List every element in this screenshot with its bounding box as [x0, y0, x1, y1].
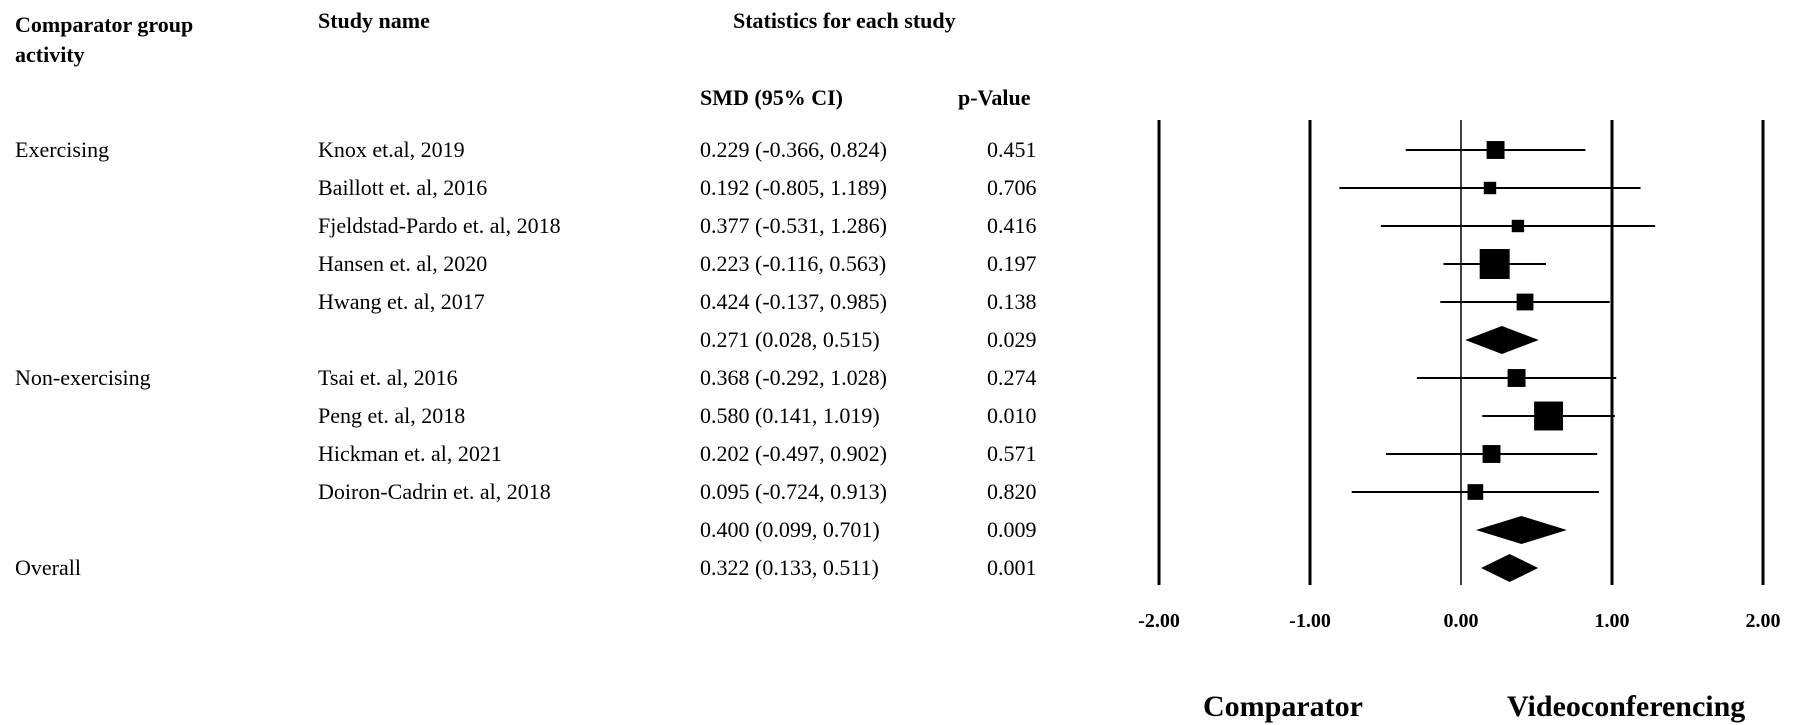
row-p: 0.416 — [987, 213, 1037, 238]
point-marker — [1507, 369, 1526, 387]
xlabel-right: Videoconferencing — [1507, 690, 1746, 723]
point-marker — [1511, 219, 1525, 233]
row-study: Hickman et. al, 2021 — [318, 441, 502, 466]
tick-label: -1.00 — [1289, 610, 1331, 632]
point-marker — [1483, 181, 1497, 195]
summary-diamond — [1481, 554, 1539, 582]
row-smd-ci: 0.377 (-0.531, 1.286) — [700, 213, 887, 238]
summary-diamond — [1465, 326, 1539, 354]
row-study: Hwang et. al, 2017 — [318, 289, 485, 314]
point-marker — [1534, 401, 1564, 431]
row-p: 0.029 — [987, 327, 1037, 352]
row-smd-ci: 0.322 (0.133, 0.511) — [700, 555, 879, 580]
row-p: 0.197 — [987, 251, 1037, 276]
header-group: Comparator group activity — [15, 12, 194, 67]
header-stats: Statistics for each study — [733, 8, 956, 33]
row-p: 0.009 — [987, 517, 1037, 542]
summary-diamond — [1475, 516, 1567, 544]
row-study: Knox et.al, 2019 — [318, 137, 465, 162]
row-p: 0.138 — [987, 289, 1037, 314]
row-p: 0.706 — [987, 175, 1037, 200]
row-smd-ci: 0.271 (0.028, 0.515) — [700, 327, 880, 352]
row-smd-ci: 0.095 (-0.724, 0.913) — [700, 479, 887, 504]
tick-label: 2.00 — [1746, 610, 1781, 632]
row-group: Exercising — [15, 137, 110, 162]
row-p: 0.451 — [987, 137, 1037, 162]
row-smd-ci: 0.580 (0.141, 1.019) — [700, 403, 880, 428]
row-smd-ci: 0.202 (-0.497, 0.902) — [700, 441, 887, 466]
point-marker — [1482, 445, 1501, 463]
row-group: Overall — [15, 555, 81, 580]
header-p: p-Value — [958, 85, 1031, 110]
row-smd-ci: 0.192 (-0.805, 1.189) — [700, 175, 887, 200]
row-p: 0.001 — [987, 555, 1037, 580]
header-smd: SMD (95% CI) — [700, 85, 843, 110]
tick-label: 1.00 — [1595, 610, 1630, 632]
point-marker — [1479, 249, 1510, 279]
tick-label: 0.00 — [1444, 610, 1479, 632]
row-study: Doiron-Cadrin et. al, 2018 — [318, 479, 551, 504]
header-study: Study name — [318, 8, 430, 33]
row-smd-ci: 0.223 (-0.116, 0.563) — [700, 251, 887, 276]
row-smd-ci: 0.229 (-0.366, 0.824) — [700, 137, 887, 162]
row-study: Tsai et. al, 2016 — [318, 365, 458, 390]
row-smd-ci: 0.400 (0.099, 0.701) — [700, 517, 880, 542]
row-study: Hansen et. al, 2020 — [318, 251, 488, 276]
row-smd-ci: 0.368 (-0.292, 1.028) — [700, 365, 887, 390]
tick-label: -2.00 — [1138, 610, 1180, 632]
row-p: 0.820 — [987, 479, 1037, 504]
row-p: 0.010 — [987, 403, 1037, 428]
row-study: Peng et. al, 2018 — [318, 403, 466, 428]
point-marker — [1486, 141, 1505, 159]
row-group: Non-exercising — [15, 365, 151, 390]
row-p: 0.274 — [987, 365, 1037, 390]
xlabel-left: Comparator — [1203, 690, 1363, 723]
point-marker — [1516, 293, 1534, 311]
row-p: 0.571 — [987, 441, 1037, 466]
row-study: Fjeldstad-Pardo et. al, 2018 — [318, 213, 561, 238]
row-smd-ci: 0.424 (-0.137, 0.985) — [700, 289, 887, 314]
point-marker — [1467, 484, 1484, 500]
row-study: Baillott et. al, 2016 — [318, 175, 488, 200]
